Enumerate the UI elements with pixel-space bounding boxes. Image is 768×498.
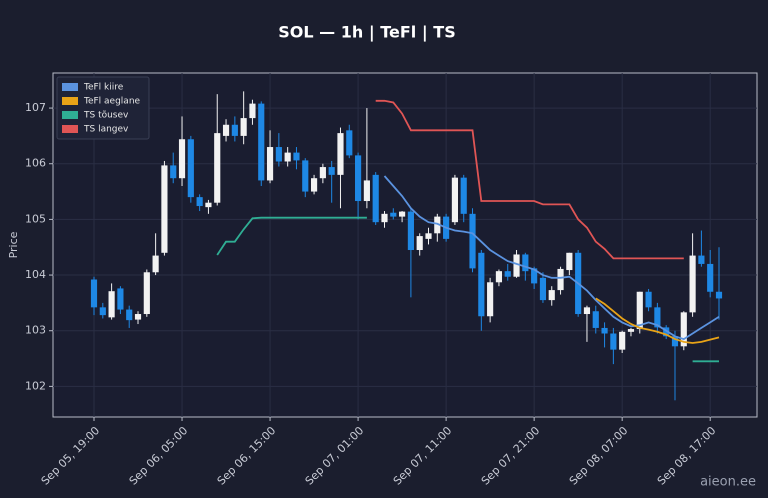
candle-body — [566, 252, 573, 271]
candle-body — [513, 254, 520, 277]
candle-body — [680, 312, 687, 347]
candle-body — [161, 165, 168, 253]
candle-body — [601, 327, 608, 334]
candle-body — [355, 155, 362, 202]
candle-body — [707, 263, 714, 292]
candle-body — [240, 118, 247, 136]
candle-body — [451, 177, 458, 223]
candle-body — [583, 307, 591, 315]
legend-box — [56, 76, 150, 140]
candle-body — [460, 177, 467, 214]
candle-body — [531, 268, 538, 284]
candle-body — [698, 255, 705, 264]
legend-swatch — [62, 111, 78, 119]
candle-body — [434, 216, 441, 234]
y-axis-label: Price — [7, 231, 20, 258]
candle-body — [117, 288, 124, 310]
candle-body — [293, 152, 300, 161]
chart-title: SOL — 1h | TeFl | TS — [278, 23, 455, 43]
candle-body — [381, 213, 388, 223]
y-tick-label: 107 — [25, 101, 46, 114]
candle-body — [715, 291, 723, 299]
candle-body — [99, 307, 106, 316]
series-line — [595, 297, 720, 344]
legend-swatch — [62, 125, 78, 133]
candle-body — [222, 124, 230, 136]
series-line — [383, 175, 720, 341]
candle-body — [390, 212, 397, 217]
candle-body — [328, 167, 335, 175]
candle-body — [399, 211, 406, 217]
candle-body — [487, 282, 494, 317]
candle-body — [90, 279, 98, 308]
candle-body — [126, 309, 133, 321]
candle-body — [504, 271, 511, 277]
candle-body — [319, 167, 326, 179]
candle-body — [478, 252, 485, 317]
candle-body — [407, 211, 414, 251]
candle-body — [592, 311, 599, 328]
candle-body — [557, 268, 564, 291]
plot-area — [52, 72, 758, 418]
candle-body — [170, 165, 177, 179]
legend-label: TeFl kiire — [83, 83, 124, 93]
candle-body — [302, 160, 309, 192]
candle-body — [205, 202, 212, 208]
candle-body — [346, 130, 353, 156]
candle-body — [108, 291, 115, 318]
candle-body — [214, 133, 221, 203]
candle-body — [310, 178, 318, 192]
y-tick-label: 106 — [25, 157, 46, 170]
legend-label: TS langev — [83, 125, 129, 135]
candle-body — [275, 147, 282, 162]
candle-body — [654, 307, 661, 328]
candle-body — [372, 174, 379, 223]
candle-body — [196, 197, 203, 207]
series-line — [216, 216, 367, 256]
legend-label: TS tõusev — [83, 111, 129, 121]
candle-body — [548, 290, 555, 301]
y-tick-label: 102 — [25, 379, 46, 392]
candle-body — [469, 213, 476, 269]
legend-swatch — [62, 83, 78, 91]
candle-body — [284, 152, 291, 162]
candle-body — [539, 277, 547, 301]
candle-body — [627, 329, 635, 332]
candle-body — [258, 103, 265, 181]
candle-body — [689, 255, 696, 313]
y-tick-label: 105 — [25, 212, 46, 225]
candle-body — [495, 271, 503, 283]
candle-body — [416, 236, 423, 251]
legend-label: TeFl aeglane — [83, 97, 141, 107]
candle-body — [337, 133, 344, 175]
candle-body — [249, 103, 256, 119]
candle-body — [178, 139, 186, 179]
candle-body — [645, 291, 652, 308]
candle-body — [143, 272, 150, 315]
candle-body — [522, 254, 529, 272]
watermark: aieon.ee — [700, 475, 756, 490]
candle-body — [663, 327, 670, 337]
candle-body — [610, 333, 617, 350]
candle-body — [363, 180, 370, 202]
candle-body — [425, 233, 432, 239]
candle-body — [187, 139, 194, 198]
marks — [90, 91, 723, 401]
candle-body — [619, 331, 626, 350]
y-tick-label: 104 — [25, 268, 46, 281]
candle-body — [134, 314, 142, 320]
candle-body — [266, 147, 274, 181]
candle-body — [671, 336, 679, 347]
candle-body — [636, 291, 643, 330]
candle-body — [231, 124, 238, 136]
y-tick-label: 103 — [25, 324, 46, 337]
legend-swatch — [62, 97, 78, 105]
series-line — [375, 99, 684, 260]
candle-body — [152, 255, 159, 273]
legend: TeFl kiire TeFl aeglane TS tõusev TS langev — [56, 76, 150, 140]
